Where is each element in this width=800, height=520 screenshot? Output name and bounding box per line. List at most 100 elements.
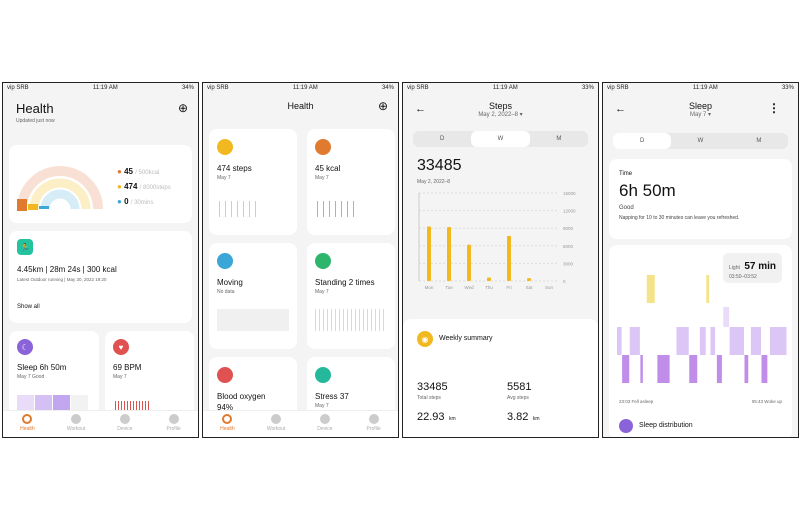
sleep-start: 23:03 Fell asleep [619,399,654,404]
activity-rings-card[interactable]: ● 45 / 500kcal ● 474 / 8000steps ● 0 / 3… [9,145,192,223]
summary-stat: 3.82 km [507,411,540,423]
sleep-sub: May 7 Good [17,374,45,380]
date-picker[interactable]: May 2, 2022–8 ▾ [478,112,523,118]
total-steps: 33485 [417,157,462,174]
x-tick-label: Mon [425,285,434,290]
updated-text: Updated just now [16,118,55,124]
summary-title: Weekly summary [439,335,493,342]
sleep-summary-card: Time 6h 50m Good Napping for 10 to 30 mi… [609,159,792,239]
sleep-segment-light [770,327,787,355]
phone-health-cards: vip SRB 11:19 AM 34% Health ⊕ 474 steps Ma… [202,82,399,438]
steps-bar-chart: 15000 12000 9000 6000 3000 0 Mon Tue Wed Thu Fri Sa… [418,191,576,290]
y-tick-label: 12000 [563,209,576,214]
ring-moving: ● 0 / 30mins [117,197,154,206]
x-tick-label: Tue [445,285,453,290]
phone-health-overview: vip SRB 11:19 AM 34% Health Updated just n… [2,82,199,438]
back-arrow-icon[interactable]: ← [415,103,426,115]
health-card[interactable]: 45 kcal May 7 [307,129,395,235]
workout-detail: Latest Outdoor running | May 30, 2022 19… [17,277,107,282]
sleep-segment-light [676,327,689,355]
add-icon[interactable]: ⊕ [377,99,388,113]
workout-card[interactable]: 🏃 4.45km | 28m 24s | 300 kcal Latest Out… [9,231,192,323]
running-icon: 🏃 [17,239,33,255]
sleep-segment-light [629,327,640,355]
nav-health[interactable]: Health [203,411,252,437]
sleep-end: 05:43 Woke up [751,399,782,404]
summary-stat: 33485 Total steps [417,381,448,401]
page-title: Health [287,101,314,111]
nav-profile[interactable]: Profile [349,411,398,437]
date-range: May 2, 2022–8 [417,179,451,185]
heart-rate-card[interactable]: ♥ 69 BPM May 7 [105,331,194,421]
health-card[interactable]: Moving No data [209,243,297,349]
tab-month[interactable]: M [556,136,562,142]
tab-week[interactable]: W [471,131,530,147]
heart-icon: ♥ [113,339,129,355]
moving-icon [217,253,233,269]
time-label: Time [619,171,633,177]
sleep-segment-awake [706,275,710,303]
sleep-stage-chart [617,275,787,383]
bar-fri [507,235,511,281]
y-tick-label: 3000 [563,261,574,266]
y-tick-label: 15000 [563,191,576,196]
card-title: Standing 2 times [315,278,375,287]
x-tick-label: Sat [526,285,534,290]
tab-day[interactable]: D [439,136,445,142]
sleep-segment-deep [761,355,768,383]
card-sub: May 7 [315,289,329,295]
add-icon[interactable]: ⊕ [177,101,188,115]
health-card[interactable]: Standing 2 times May 7 [307,243,395,349]
sleep-distribution-title[interactable]: Sleep distribution [639,422,693,429]
card-title: 474 steps [217,164,252,173]
tab-month[interactable]: M [756,138,762,144]
nav-profile[interactable]: Profile [149,411,198,437]
card-title: Blood oxygen [217,392,266,401]
status-bar: vip SRB 11:19 AM 34% [3,83,198,94]
clock: 11:19 AM [92,85,118,91]
sleep-quality: Good [619,205,634,211]
sleep-card[interactable]: ☾ Sleep 6h 50m May 7 Good [9,331,99,421]
oxygen-icon [217,367,233,383]
summary-stat: 22.93 km [417,411,456,423]
card-sub: May 7 [315,175,329,181]
heart-title: 69 BPM [113,363,142,372]
back-arrow-icon[interactable]: ← [615,103,626,115]
nav-health[interactable]: Health [3,411,52,437]
shoe-icon [217,139,233,155]
sleep-title: Sleep 6h 50m [17,363,67,372]
moon-icon: ☾ [17,339,33,355]
sleep-segment-light [699,327,706,355]
summary-stat: 5581 Avg steps [507,381,532,401]
activity-arcs [17,166,103,211]
eye-icon: ◉ [417,331,433,347]
show-all-link[interactable]: Show all [17,304,40,310]
x-tick-label: Thu [485,285,493,290]
health-card[interactable]: 474 steps May 7 [209,129,297,235]
tab-week[interactable]: W [697,138,704,144]
sleep-duration: 6h 50m [619,181,676,200]
nav-workout[interactable]: Workout [252,411,301,437]
steps-header: Steps May 2, 2022–8 ▾ [403,101,598,118]
sleep-chart-card: Light 57 min 03:50–03:52 23:03 Fell aslee… [609,245,792,437]
nav-device[interactable]: Device [301,411,350,437]
more-icon[interactable]: ⋮ [768,101,780,115]
bottom-nav: Health Workout Device Profile [3,410,198,437]
ring-legend: ● 45 / 500kcal ● 474 / 8000steps ● 0 / 3… [117,165,171,210]
sleep-header: Sleep May 7 ▾ [603,101,798,118]
sleep-segment-light [617,327,622,355]
sleep-segment-light [750,327,761,355]
ring-calories: ● 45 / 500kcal [117,167,160,176]
page-title: Steps [488,101,512,111]
bar-mon [427,226,431,281]
tab-day[interactable]: D [613,133,672,149]
sleep-segment-awake [646,275,655,303]
sleep-segment-light [710,327,716,355]
card-title: 45 kcal [315,164,341,173]
heart-sub: May 7 [113,374,127,380]
nav-device[interactable]: Device [101,411,150,437]
nav-workout[interactable]: Workout [52,411,101,437]
date-picker[interactable]: May 7 ▾ [689,112,712,118]
